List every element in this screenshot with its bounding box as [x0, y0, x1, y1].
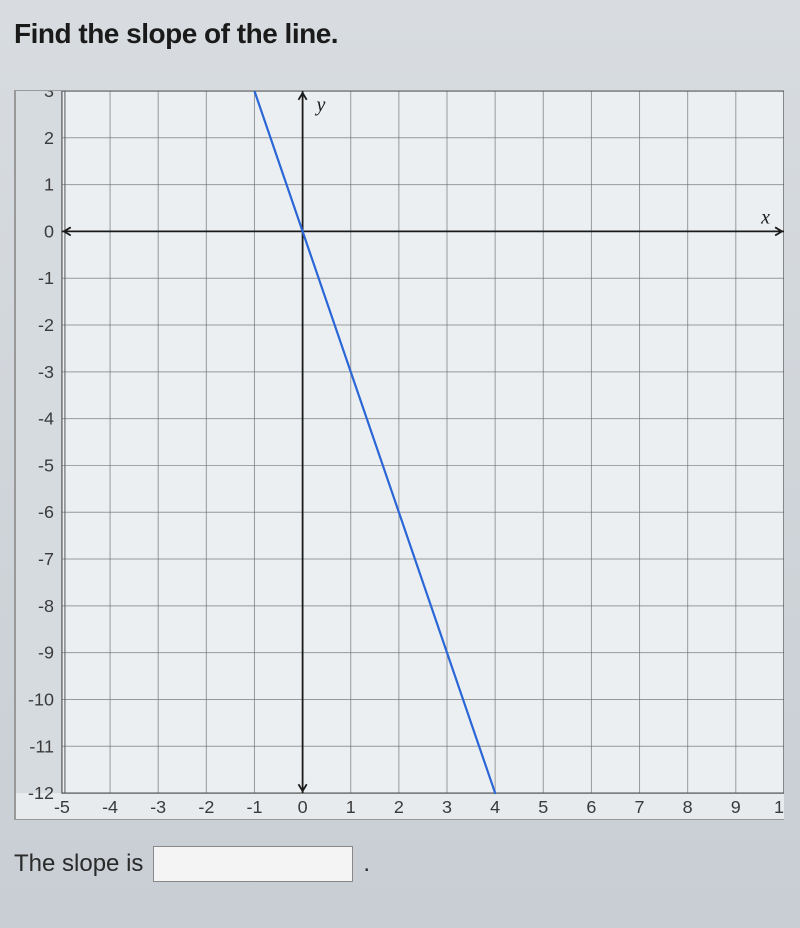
svg-text:9: 9	[731, 797, 741, 817]
question-prompt: Find the slope of the line.	[14, 18, 786, 50]
svg-text:5: 5	[538, 797, 548, 817]
slope-input[interactable]	[153, 846, 353, 882]
svg-text:-6: -6	[38, 502, 54, 522]
svg-text:10: 10	[774, 797, 784, 817]
coordinate-graph: yx3210-1-2-3-4-5-6-7-8-9-10-11-12-5-4-3-…	[14, 90, 784, 820]
graph-svg: yx3210-1-2-3-4-5-6-7-8-9-10-11-12-5-4-3-…	[16, 91, 784, 819]
svg-text:x: x	[760, 206, 770, 228]
svg-text:-11: -11	[29, 736, 54, 756]
svg-text:4: 4	[490, 797, 500, 817]
svg-text:-4: -4	[38, 409, 54, 429]
svg-text:y: y	[315, 94, 326, 116]
svg-text:-5: -5	[54, 797, 70, 817]
svg-text:-3: -3	[150, 797, 166, 817]
svg-text:-5: -5	[38, 455, 54, 475]
svg-text:-10: -10	[28, 689, 54, 709]
svg-text:0: 0	[44, 221, 54, 241]
svg-text:-4: -4	[102, 797, 118, 817]
svg-text:2: 2	[394, 797, 404, 817]
svg-text:-8: -8	[38, 596, 54, 616]
svg-text:-1: -1	[38, 268, 54, 288]
answer-period: .	[363, 850, 370, 878]
svg-text:-1: -1	[246, 797, 262, 817]
svg-text:1: 1	[346, 797, 356, 817]
svg-text:3: 3	[44, 91, 54, 101]
svg-text:-12: -12	[28, 783, 54, 803]
svg-text:0: 0	[298, 797, 308, 817]
svg-text:7: 7	[635, 797, 645, 817]
svg-text:1: 1	[44, 175, 54, 195]
svg-text:-3: -3	[38, 362, 54, 382]
answer-row: The slope is .	[14, 846, 786, 882]
answer-label: The slope is	[14, 850, 143, 878]
svg-text:-7: -7	[38, 549, 54, 569]
svg-text:-9: -9	[38, 643, 54, 663]
svg-text:6: 6	[586, 797, 596, 817]
svg-text:8: 8	[683, 797, 693, 817]
svg-text:-2: -2	[198, 797, 214, 817]
svg-text:2: 2	[44, 128, 54, 148]
svg-text:-2: -2	[38, 315, 54, 335]
svg-text:3: 3	[442, 797, 452, 817]
